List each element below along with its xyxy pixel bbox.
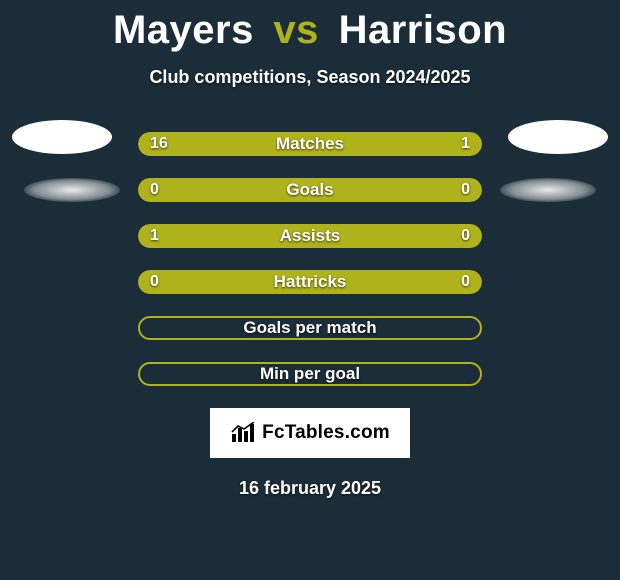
- subtitle: Club competitions, Season 2024/2025: [0, 67, 620, 88]
- stat-bar: 161Matches: [138, 132, 482, 156]
- page-title: Mayers vs Harrison: [0, 0, 620, 53]
- stat-label: Goals: [138, 178, 482, 202]
- player2-shadow: [500, 178, 596, 202]
- player1-avatar: [12, 120, 112, 154]
- vs-text: vs: [273, 8, 319, 52]
- stat-bar: 10Assists: [138, 224, 482, 248]
- player2-avatar: [508, 120, 608, 154]
- stat-bar: Min per goal: [138, 362, 482, 386]
- footer-date: 16 february 2025: [0, 478, 620, 499]
- stat-label: Min per goal: [140, 364, 480, 384]
- stat-label: Hattricks: [138, 270, 482, 294]
- player1-shadow: [24, 178, 120, 202]
- stat-label: Assists: [138, 224, 482, 248]
- stat-bar: 00Goals: [138, 178, 482, 202]
- comparison-bars: 161Matches 00Goals 10Assists 00Hattricks Goa…: [138, 132, 482, 386]
- brand-text: FcTables.com: [262, 422, 390, 444]
- bar-chart-icon: [230, 422, 256, 444]
- player2-name: Harrison: [339, 8, 508, 52]
- stat-label: Goals per match: [140, 318, 480, 338]
- player1-name: Mayers: [113, 8, 254, 52]
- stat-bar: Goals per match: [138, 316, 482, 340]
- stat-label: Matches: [138, 132, 482, 156]
- stat-bar: 00Hattricks: [138, 270, 482, 294]
- brand-card: FcTables.com: [210, 408, 410, 458]
